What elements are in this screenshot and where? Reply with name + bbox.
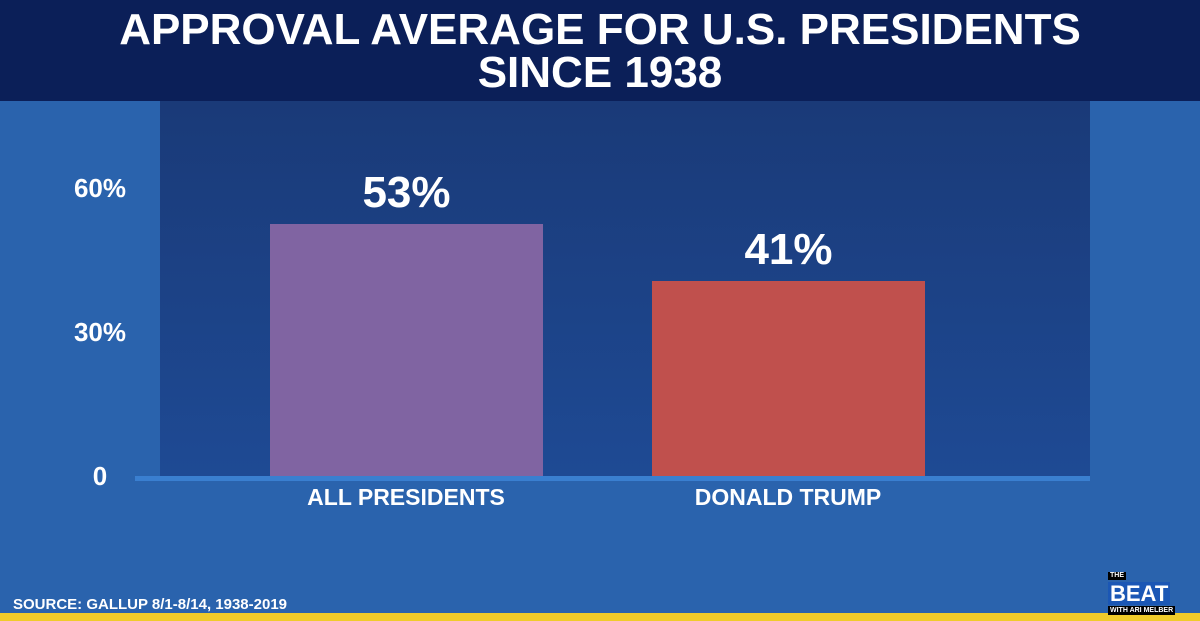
y-tick-label: 0 — [92, 461, 108, 491]
y-tick-label: 30% — [73, 317, 127, 347]
value-label: 41% — [744, 225, 833, 275]
logo-with: WITH ARI MELBER — [1108, 606, 1176, 615]
category-label: DONALD TRUMP — [694, 484, 882, 510]
logo-beat: BEAT — [1108, 581, 1171, 606]
source-note: SOURCE: GALLUP 8/1-8/14, 1938-2019 — [13, 596, 288, 613]
category-label: ALL PRESIDENTS — [307, 484, 505, 510]
title-line-1: APPROVAL AVERAGE FOR U.S. PRESIDENTS — [119, 5, 1081, 54]
the-beat-logo: THE BEAT WITH ARI MELBER — [1108, 564, 1176, 615]
chart-title: APPROVAL AVERAGE FOR U.S. PRESIDENTS SIN… — [0, 0, 1200, 101]
bar-2 — [652, 281, 925, 478]
value-label: 53% — [362, 167, 451, 217]
title-line-2: SINCE 1938 — [477, 48, 723, 97]
logo-the: THE — [1108, 572, 1126, 580]
x-axis-baseline — [135, 476, 1090, 481]
bottom-accent-bar — [0, 613, 1200, 621]
bar-1 — [270, 223, 543, 478]
y-tick-label: 60% — [73, 173, 127, 203]
